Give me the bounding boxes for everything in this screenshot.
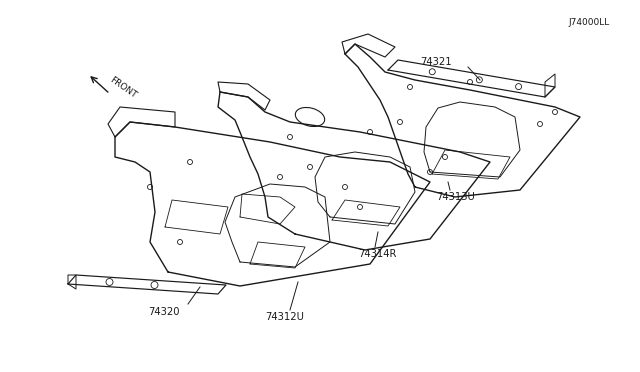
Text: J74000LL: J74000LL: [568, 17, 609, 26]
Text: 74320: 74320: [148, 307, 179, 317]
Text: FRONT: FRONT: [108, 75, 138, 100]
Text: 74313U: 74313U: [436, 192, 475, 202]
Text: 74312U: 74312U: [265, 312, 304, 322]
Text: 74321: 74321: [420, 57, 452, 67]
Text: 74314R: 74314R: [358, 249, 396, 259]
